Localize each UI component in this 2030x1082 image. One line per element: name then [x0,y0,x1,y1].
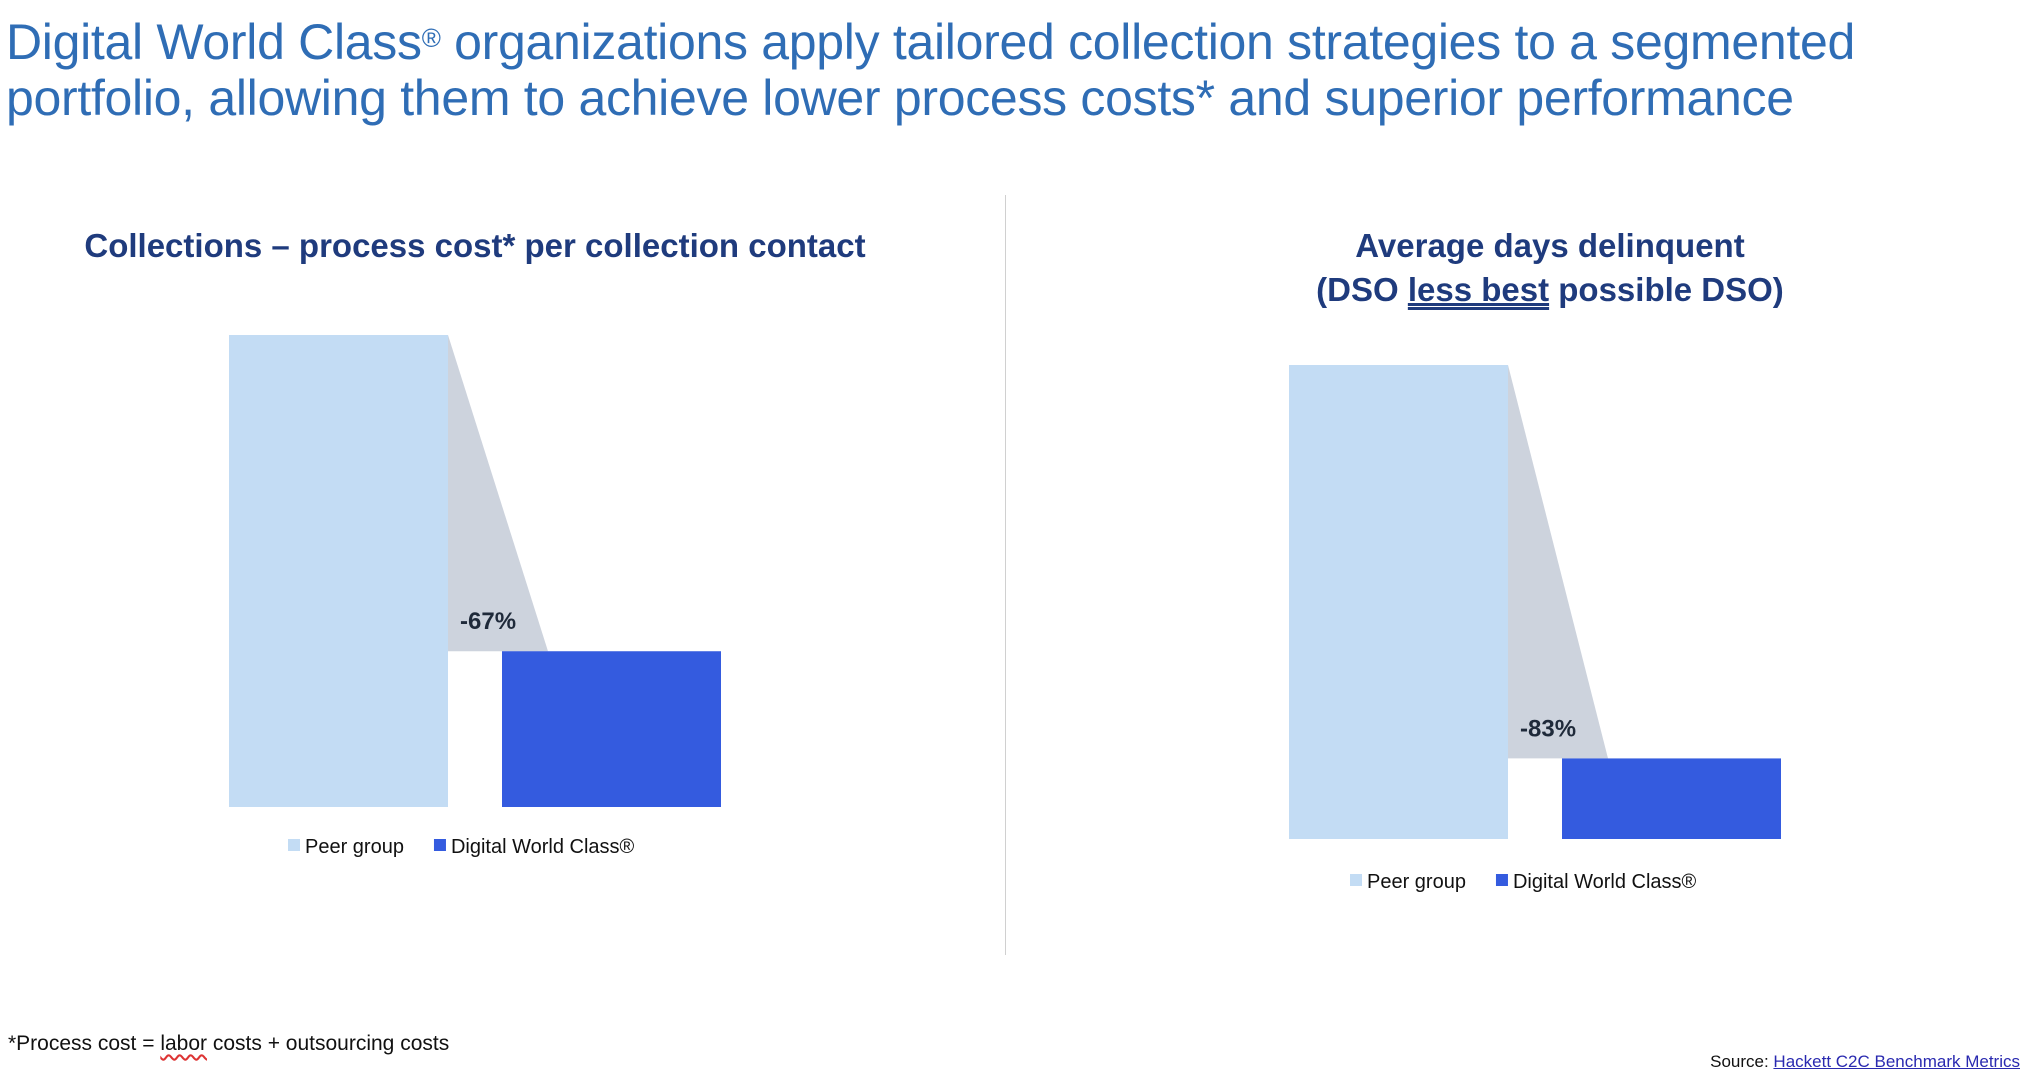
right-chart-title-line1: Average days delinquent [1355,227,1745,264]
bar-digital-world-class [502,651,721,807]
t2-underlined: less best [1407,271,1550,308]
chart-1: -83% Peer group Digital World Class® [1289,365,1781,893]
bar-digital-world-class [1562,758,1781,839]
divider [1005,195,1006,955]
legend-swatch [433,839,446,851]
legend-label: Digital World Class® [1513,871,1697,893]
left-chart-title: Collections – process cost* per collecti… [84,227,866,264]
right-chart-title: Average days delinquent (DSO less best p… [1100,224,2000,312]
source: Source: Hackett C2C Benchmark Metrics [1710,1052,2020,1072]
legend-label: Digital World Class® [451,836,635,858]
legend-label: Peer group [305,836,404,858]
reduction-label: -83% [1520,715,1576,742]
source-label: Source: [1710,1052,1774,1071]
reduction-wedge [448,335,548,652]
legend-swatch [1350,874,1362,886]
title-part1: Digital World Class [6,14,422,70]
footnote-flagged-word: labor [160,1032,208,1055]
right-chart-title-line2: (DSO less best possible DSO) [1100,268,2000,312]
slide-title: Digital World Class® organizations apply… [6,14,2026,126]
chart-0: -67% Peer group Digital World Class® [229,335,721,858]
title-part2: organizations apply tailored collection … [6,14,1855,126]
footnote-post: costs + outsourcing costs [207,1032,450,1055]
registered-mark: ® [421,23,441,53]
footnote: *Process cost = labor costs + outsourcin… [8,1032,449,1056]
legend-label: Peer group [1367,871,1466,893]
t2-pre: (DSO [1316,271,1408,308]
legend-swatch [1495,874,1508,886]
bar-peer-group [1289,365,1508,839]
reduction-wedge [1508,365,1608,759]
bar-peer-group [229,335,448,807]
reduction-label: -67% [460,608,516,635]
legend-swatch [288,839,300,851]
footnote-pre: *Process cost = [8,1032,161,1055]
t2-post: possible DSO) [1549,271,1784,308]
source-link[interactable]: Hackett C2C Benchmark Metrics [1773,1052,2020,1071]
